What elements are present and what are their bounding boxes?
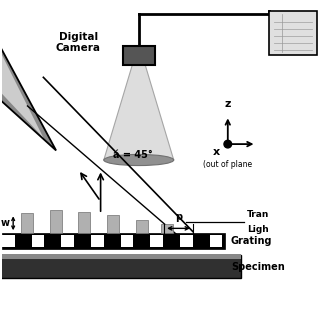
Text: Specimen: Specimen — [231, 261, 285, 271]
Bar — [32, 235, 44, 247]
Bar — [123, 45, 155, 65]
Polygon shape — [104, 65, 174, 160]
Bar — [2, 235, 15, 247]
Bar — [136, 220, 148, 233]
Text: Grating: Grating — [231, 236, 272, 246]
Text: á = 45°: á = 45° — [113, 150, 153, 160]
Text: (out of plane: (out of plane — [203, 160, 252, 169]
Text: p: p — [175, 212, 182, 222]
Bar — [107, 215, 119, 233]
Bar — [150, 235, 163, 247]
Bar — [269, 11, 317, 55]
Bar — [121, 235, 133, 247]
Text: w: w — [1, 218, 10, 228]
Polygon shape — [0, 36, 44, 138]
Polygon shape — [0, 27, 56, 150]
Bar — [50, 210, 62, 233]
Bar — [21, 213, 33, 233]
Circle shape — [224, 140, 232, 148]
Bar — [161, 224, 173, 233]
Text: Ligh: Ligh — [247, 225, 268, 234]
Bar — [78, 212, 91, 233]
Bar — [210, 235, 222, 247]
Text: Tran: Tran — [247, 210, 269, 219]
Bar — [180, 235, 193, 247]
Ellipse shape — [104, 155, 174, 165]
Text: z: z — [225, 99, 231, 109]
Bar — [2, 233, 225, 249]
Bar — [0, 254, 241, 259]
Bar — [91, 235, 104, 247]
Bar — [0, 255, 241, 278]
Text: x: x — [213, 147, 220, 157]
Bar — [61, 235, 74, 247]
Text: Digital
Camera: Digital Camera — [56, 32, 101, 53]
